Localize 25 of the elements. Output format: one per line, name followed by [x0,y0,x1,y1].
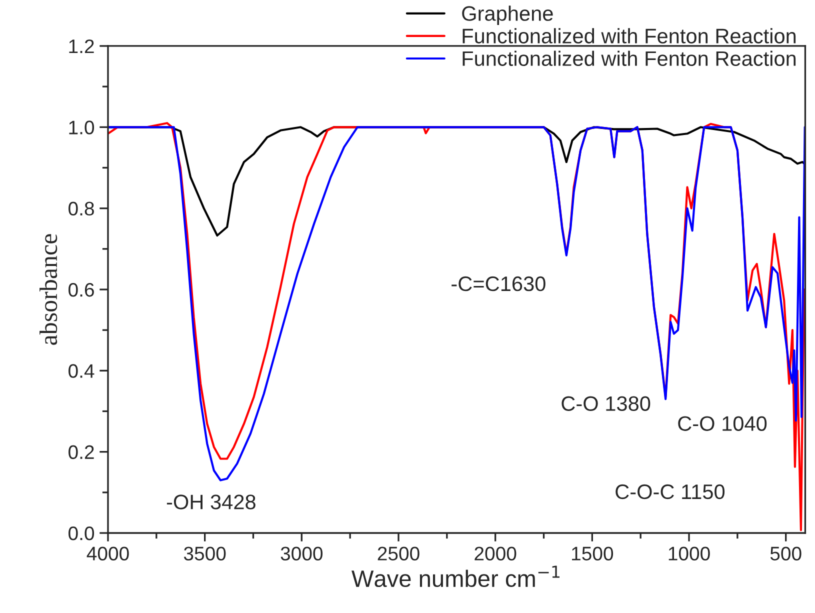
y-tick-label: 0.8 [68,202,94,216]
y-tick-label: 0.2 [68,445,94,460]
annotation: -C=C1630 [452,276,546,292]
x-tick-label: 4000 [86,546,129,560]
y-tick-label: 0.4 [68,364,94,378]
x-tick-label: 3500 [184,546,226,560]
y-tick-label: 1.2 [69,39,94,54]
x-tick-label: 1000 [668,546,710,560]
x-tick-label: 3000 [280,546,323,560]
legend-label: Graphene [462,6,553,26]
y-tick-label: 1.0 [69,120,94,134]
x-tick-label: 2000 [474,546,516,560]
x-tick-label: 2500 [378,546,420,560]
x-axis-title: Wave number cm$^{−1}$ [352,566,560,588]
legend-label: Functionalized with Fenton Reaction [462,28,796,44]
annotation: -OH 3428 [166,494,256,510]
legend-label: Functionalized with Fenton Reaction [462,50,796,66]
y-tick-label: 0.6 [68,282,94,297]
y-tick-label: 0.0 [68,526,94,540]
x-tick-label: 1500 [572,546,614,560]
y-axis-title: absorbance [40,234,58,345]
annotation: C-O-C 1150 [616,484,725,500]
annotation: C-O 1380 [562,396,650,411]
annotation: C-O 1040 [678,416,767,431]
x-tick-label: 500 [770,546,802,560]
